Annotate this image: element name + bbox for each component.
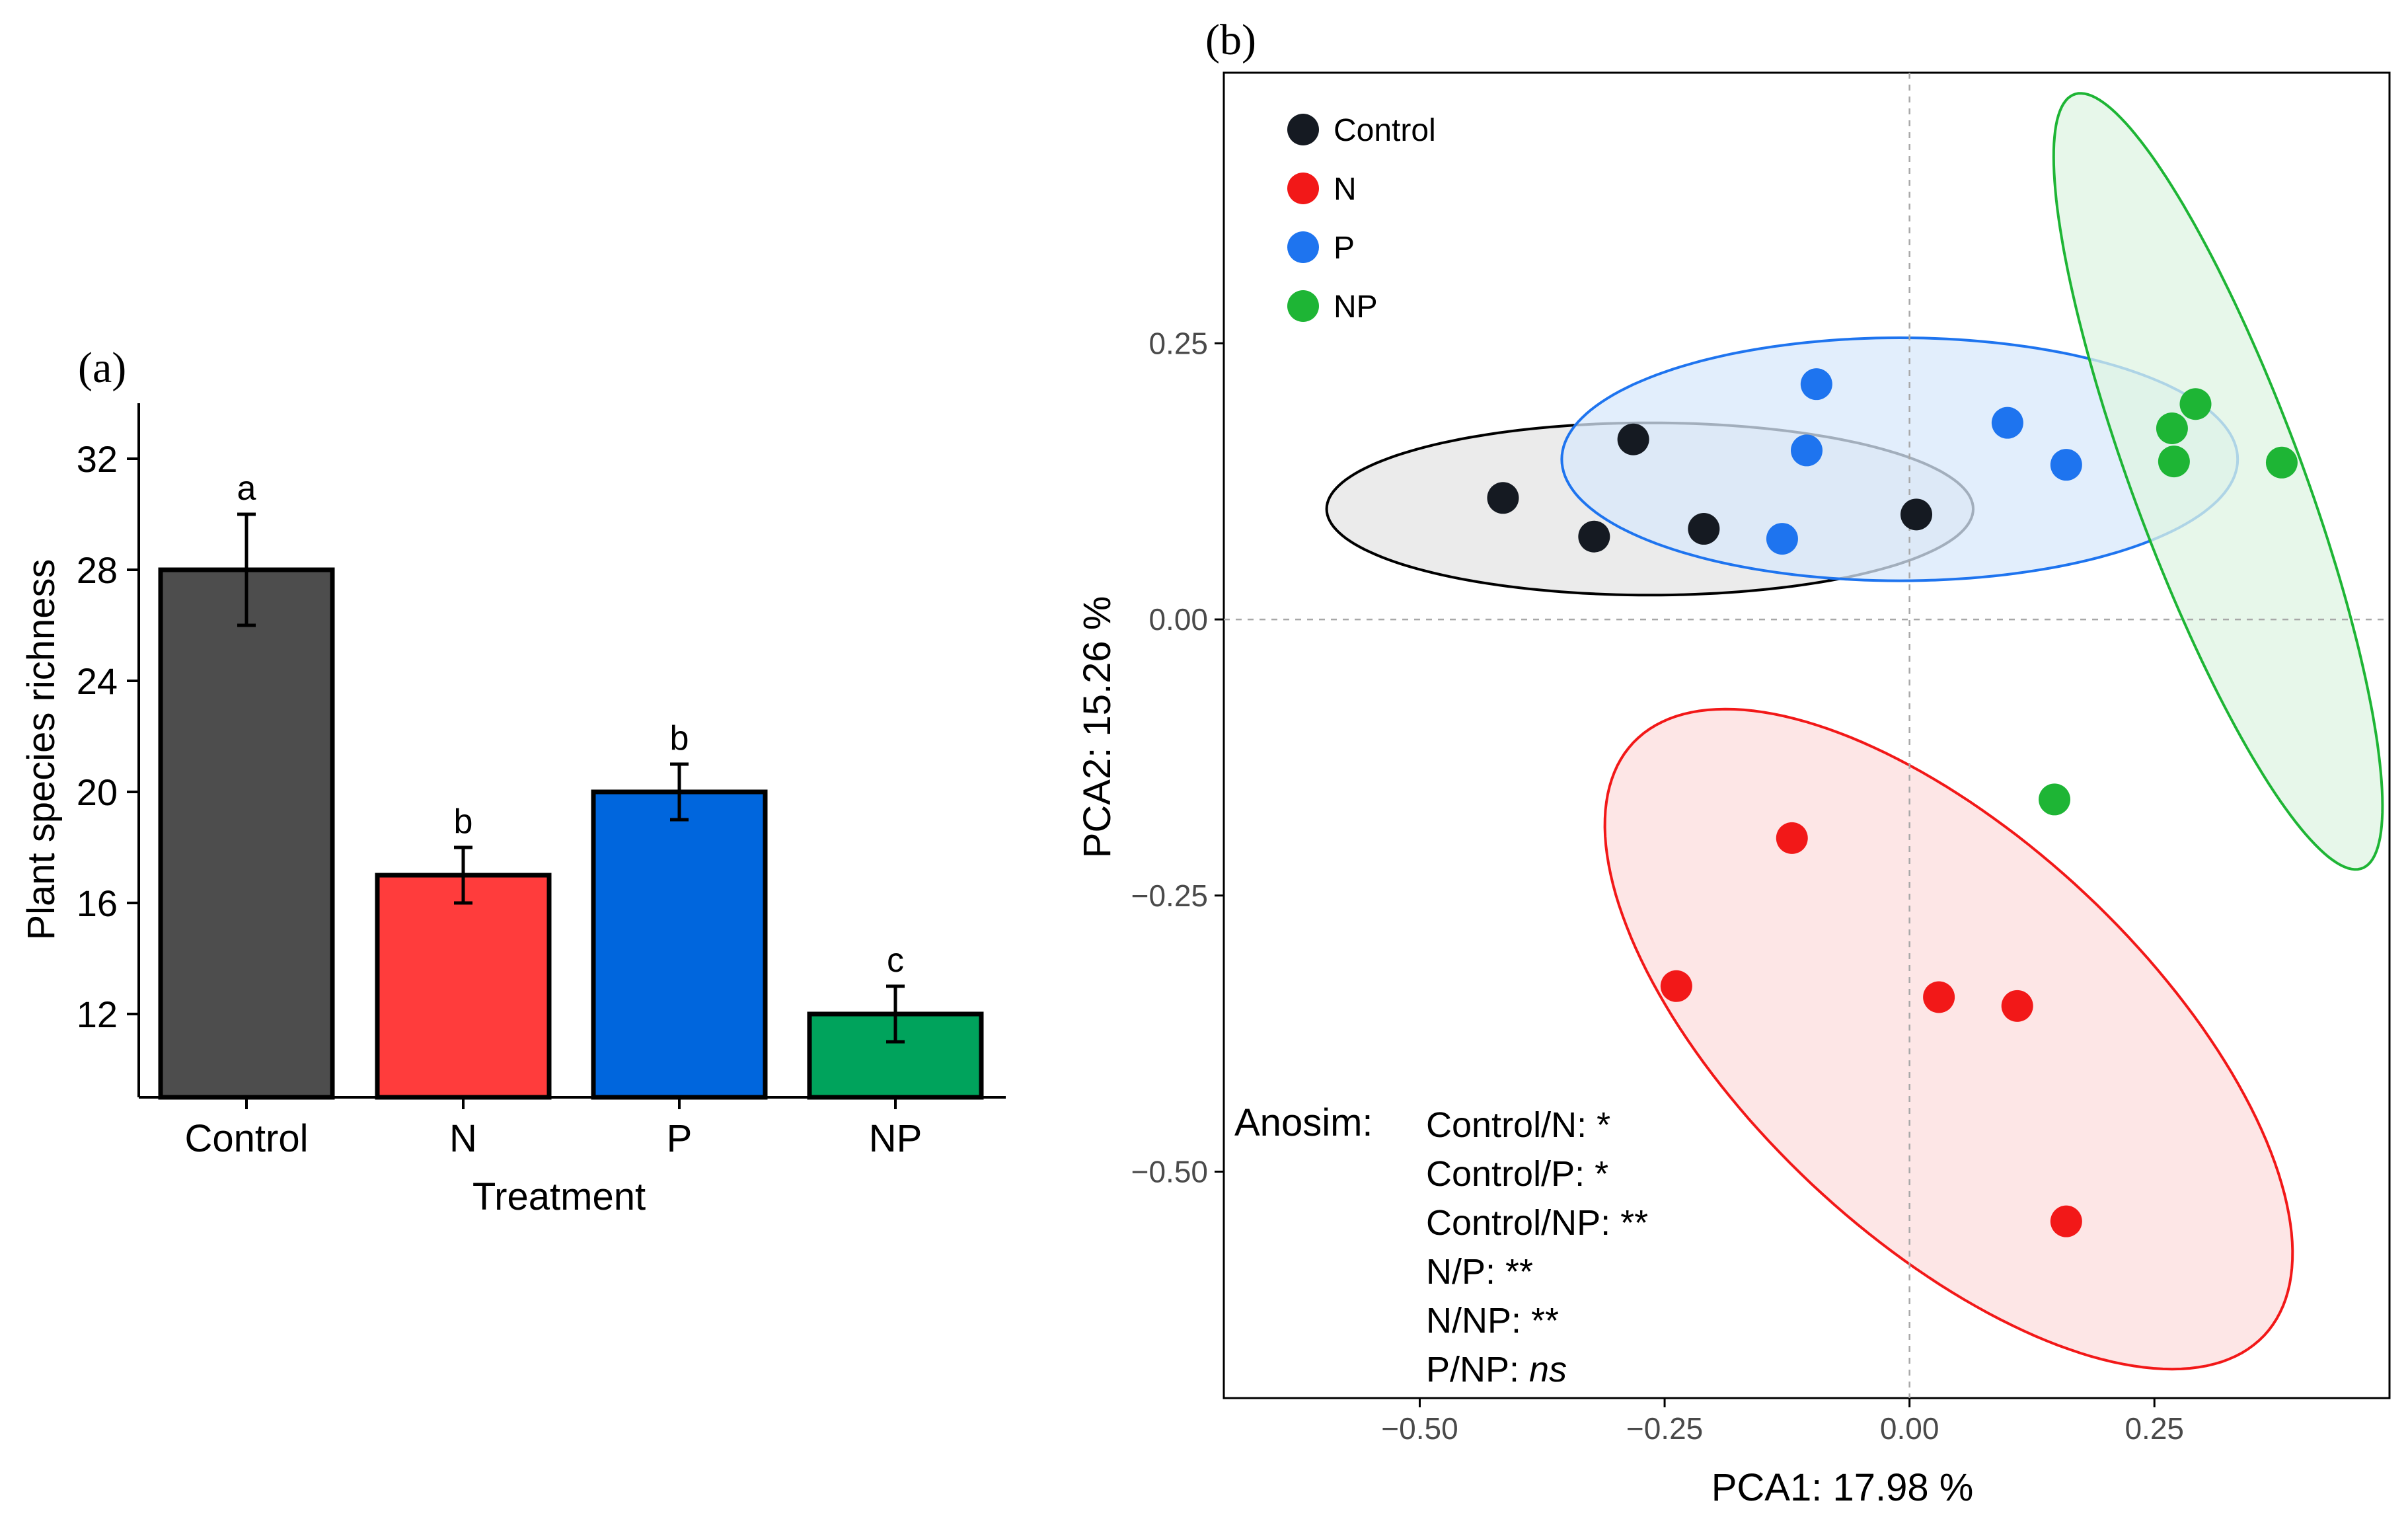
legend-marker-p: [1287, 231, 1319, 263]
panel-b-y-axis-title: PCA2: 15.26 %: [1076, 596, 1119, 859]
point-n: [1923, 981, 1955, 1013]
point-n: [2050, 1205, 2082, 1237]
panel-b-label: (b): [1205, 16, 1256, 64]
significance-letter-n: b: [454, 802, 473, 841]
ellipse-np: [2052, 92, 2384, 871]
y-tick-label: 24: [77, 660, 118, 702]
point-np: [2158, 446, 2190, 478]
point-n: [1660, 970, 1692, 1002]
point-control: [1578, 520, 1610, 553]
anosim-line: N/P: **: [1426, 1252, 1533, 1292]
x-tick-label-np: NP: [869, 1117, 922, 1160]
legend-marker-n: [1287, 173, 1319, 204]
y-tick-label: 20: [77, 771, 118, 813]
panel-a-bar-chart: (a) 32 28 24 20 16 12 a Control b Nb Pc NP Plant s…: [20, 344, 1006, 1218]
ellipse-p: [1560, 336, 2239, 582]
point-p: [1800, 368, 1832, 401]
point-np: [2179, 388, 2212, 420]
point-p: [2050, 449, 2082, 481]
legend-label-np: NP: [1334, 290, 1378, 325]
x-tick-label-control: Control: [185, 1117, 309, 1160]
panel-b-x-axis-title: PCA1: 17.98 %: [1712, 1466, 1974, 1509]
point-p: [1766, 523, 1798, 555]
panel-a-y-axis-title: Plant species richness: [20, 559, 63, 940]
legend-label-p: P: [1334, 231, 1355, 266]
point-control: [1900, 498, 1933, 531]
legend: Control NP NP: [1287, 113, 1436, 325]
y-tick-label: 16: [77, 882, 118, 924]
y-tick-label: 32: [77, 438, 118, 480]
legend-marker-control: [1287, 114, 1319, 145]
bar-p: [591, 789, 768, 1100]
x-tick-label: 0.25: [2125, 1411, 2184, 1446]
legend-marker-np: [1287, 290, 1319, 322]
y-tick-label: −0.50: [1131, 1154, 1208, 1189]
point-np: [2039, 783, 2071, 816]
anosim-line: Control/P: *: [1426, 1154, 1608, 1194]
point-p: [1791, 434, 1823, 467]
significance-letter-p: b: [670, 719, 689, 758]
x-tick-label-p: P: [667, 1117, 693, 1160]
ellipse-n: [1603, 707, 2294, 1371]
x-tick-label: −0.25: [1626, 1411, 1703, 1446]
y-tick-label: 0.00: [1148, 602, 1208, 637]
point-p: [1991, 407, 2023, 439]
bar-control: [158, 567, 335, 1100]
x-tick-label: −0.50: [1381, 1411, 1458, 1446]
significance-letter-control: a: [237, 469, 256, 508]
x-tick-label-n: N: [449, 1117, 477, 1160]
panel-a-x-axis-title: Treatment: [472, 1175, 646, 1218]
point-n: [2001, 990, 2033, 1022]
panel-b-pca-scatter: (b) −0.50 −0.25 0.00 0.25 0.25 0.00 −0.25 −0.50…: [1076, 16, 2391, 1509]
point-n: [1776, 822, 1808, 854]
x-tick-label: 0.00: [1880, 1411, 1939, 1446]
y-tick-label: 28: [77, 549, 118, 591]
point-np: [2156, 412, 2188, 445]
y-tick-label: 12: [77, 994, 118, 1035]
point-control: [1487, 482, 1519, 514]
y-tick-label: 0.25: [1148, 326, 1208, 360]
bar-n: [375, 873, 552, 1100]
anosim-line: Control/NP: **: [1426, 1203, 1648, 1243]
point-np: [2265, 446, 2298, 479]
anosim-line: Control/N: *: [1426, 1105, 1610, 1145]
anosim-line: N/NP: **: [1426, 1301, 1559, 1341]
anosim-title: Anosim:: [1234, 1101, 1373, 1144]
y-tick-label: −0.25: [1131, 879, 1208, 913]
anosim-annotation: Anosim: Control/N: * Control/P: * Control/…: [1234, 1101, 1648, 1389]
panel-a-label: (a): [78, 344, 126, 392]
anosim-line: P/NP: ns: [1426, 1350, 1567, 1389]
significance-letter-np: c: [887, 941, 904, 980]
legend-label-n: N: [1334, 172, 1357, 207]
legend-label-control: Control: [1334, 113, 1436, 148]
point-control: [1688, 513, 1720, 545]
point-control: [1617, 423, 1649, 455]
